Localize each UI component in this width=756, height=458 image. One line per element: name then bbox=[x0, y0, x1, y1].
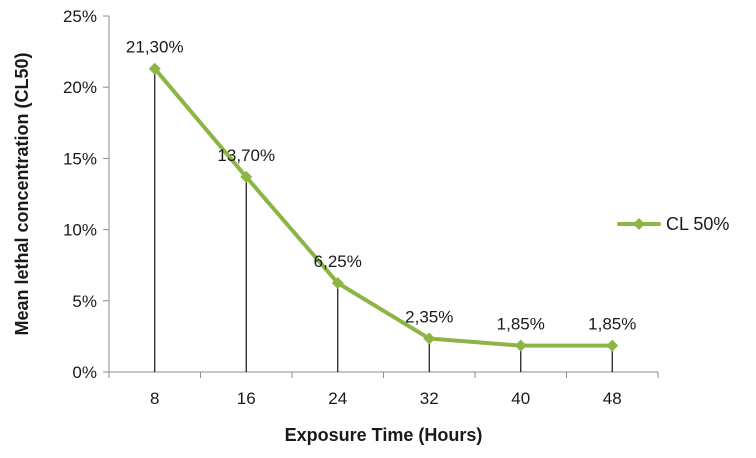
y-tick-label: 5% bbox=[72, 292, 97, 311]
data-label: 2,35% bbox=[405, 308, 453, 327]
data-label: 13,70% bbox=[217, 146, 275, 165]
x-tick-label: 16 bbox=[237, 389, 256, 408]
x-tick-label: 32 bbox=[420, 389, 439, 408]
x-tick-label: 40 bbox=[511, 389, 530, 408]
data-point-marker bbox=[240, 170, 253, 183]
series bbox=[148, 62, 619, 352]
legend-label-cl50: CL 50% bbox=[666, 214, 729, 234]
legend: CL 50% bbox=[617, 214, 729, 234]
y-tick-label: 20% bbox=[63, 78, 97, 97]
y-tick-label: 10% bbox=[63, 221, 97, 240]
data-label: 1,85% bbox=[588, 315, 636, 334]
data-point-marker bbox=[148, 62, 161, 75]
legend-diamond-marker bbox=[633, 218, 645, 230]
axes bbox=[108, 16, 658, 373]
y-axis-ticks: 0% 5% 10% 15% 20% 25% bbox=[63, 7, 109, 382]
y-axis-title: Mean lethal concentration (CL50) bbox=[12, 52, 32, 335]
data-label: 1,85% bbox=[497, 315, 545, 334]
x-tick-label: 48 bbox=[603, 389, 622, 408]
x-axis-title: Exposure Time (Hours) bbox=[285, 425, 483, 445]
data-point-marker bbox=[423, 332, 436, 345]
series-line-cl50 bbox=[152, 66, 615, 348]
data-labels: 21,30% 13,70% 6,25% 2,35% 1,85% 1,85% bbox=[126, 38, 636, 334]
data-point-marker bbox=[514, 339, 527, 352]
y-tick-label: 15% bbox=[63, 149, 97, 168]
y-tick-label: 25% bbox=[63, 7, 97, 26]
x-tick-label: 8 bbox=[150, 389, 159, 408]
data-point-marker bbox=[606, 339, 619, 352]
y-tick-label: 0% bbox=[72, 363, 97, 382]
data-point-marker bbox=[331, 277, 344, 289]
data-label: 6,25% bbox=[314, 252, 362, 271]
x-tick-label: 24 bbox=[328, 389, 347, 408]
x-axis-ticks: 8 16 24 32 40 48 bbox=[108, 372, 659, 408]
data-label: 21,30% bbox=[126, 38, 184, 57]
